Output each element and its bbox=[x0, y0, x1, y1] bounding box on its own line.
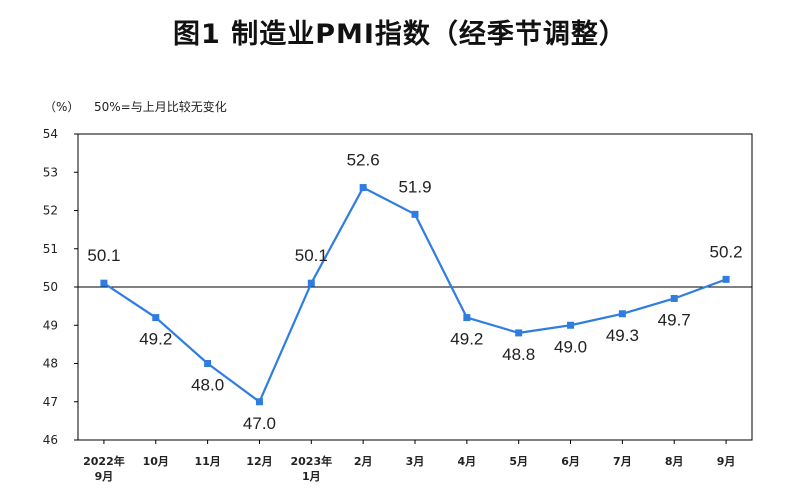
x-tick-label: 8月 bbox=[665, 455, 684, 468]
x-tick-label: 11月 bbox=[194, 455, 220, 468]
x-tick-label: 4月 bbox=[458, 455, 477, 468]
data-label: 49.7 bbox=[658, 310, 691, 329]
data-label: 48.0 bbox=[191, 376, 224, 395]
data-point-marker bbox=[722, 275, 730, 283]
x-tick-label: 1月 bbox=[302, 470, 321, 483]
data-point-marker bbox=[255, 398, 263, 406]
data-label: 47.0 bbox=[243, 414, 276, 433]
data-label: 48.8 bbox=[502, 345, 535, 364]
data-label: 50.2 bbox=[710, 242, 743, 261]
data-point-marker bbox=[204, 360, 212, 367]
y-tick-label: 52 bbox=[43, 204, 58, 218]
y-tick-label: 51 bbox=[43, 242, 58, 256]
data-point-marker bbox=[515, 329, 523, 337]
data-label: 49.0 bbox=[554, 337, 587, 356]
pmi-series-line bbox=[103, 186, 727, 403]
data-point-marker bbox=[618, 310, 626, 318]
x-tick-label: 2022年 bbox=[83, 454, 125, 468]
data-label: 50.1 bbox=[87, 246, 120, 265]
y-tick-label: 48 bbox=[43, 357, 58, 371]
x-tick-label: 9月 bbox=[717, 455, 736, 468]
x-tick-label: 7月 bbox=[613, 455, 632, 468]
data-point-marker bbox=[307, 279, 315, 287]
x-tick-label: 12月 bbox=[246, 455, 272, 468]
x-tick-label: 9月 bbox=[95, 470, 114, 483]
reference-note: 50%=与上月比较无变化 bbox=[94, 100, 227, 114]
data-point-marker bbox=[463, 314, 471, 322]
data-point-marker bbox=[670, 294, 678, 302]
data-label: 49.3 bbox=[606, 326, 639, 345]
y-axis-unit-label: （%） bbox=[44, 100, 80, 114]
y-tick-label: 46 bbox=[43, 433, 58, 447]
x-tick-label: 3月 bbox=[406, 455, 425, 468]
chart-title: 图1 制造业PMI指数（经季节调整） bbox=[173, 19, 627, 50]
data-point-marker bbox=[567, 321, 575, 329]
data-point-marker bbox=[411, 210, 419, 218]
data-point-marker bbox=[152, 314, 160, 322]
y-tick-label: 53 bbox=[43, 165, 58, 179]
y-tick-label: 50 bbox=[43, 280, 58, 294]
data-label: 50.1 bbox=[295, 246, 328, 265]
y-tick-label: 54 bbox=[43, 127, 58, 141]
x-tick-label: 2023年 bbox=[290, 454, 332, 468]
x-tick-label: 2月 bbox=[354, 455, 373, 468]
data-label: 52.6 bbox=[347, 151, 380, 170]
data-label: 51.9 bbox=[398, 177, 431, 196]
x-tick-label: 10月 bbox=[143, 455, 169, 468]
x-tick-label: 5月 bbox=[509, 455, 528, 468]
x-tick-label: 6月 bbox=[561, 455, 580, 468]
y-tick-label: 49 bbox=[43, 318, 58, 332]
data-point-marker bbox=[100, 279, 108, 287]
data-label: 49.2 bbox=[139, 330, 172, 349]
data-label: 49.2 bbox=[450, 330, 483, 349]
y-tick-label: 47 bbox=[43, 395, 58, 409]
data-point-marker bbox=[359, 184, 367, 192]
